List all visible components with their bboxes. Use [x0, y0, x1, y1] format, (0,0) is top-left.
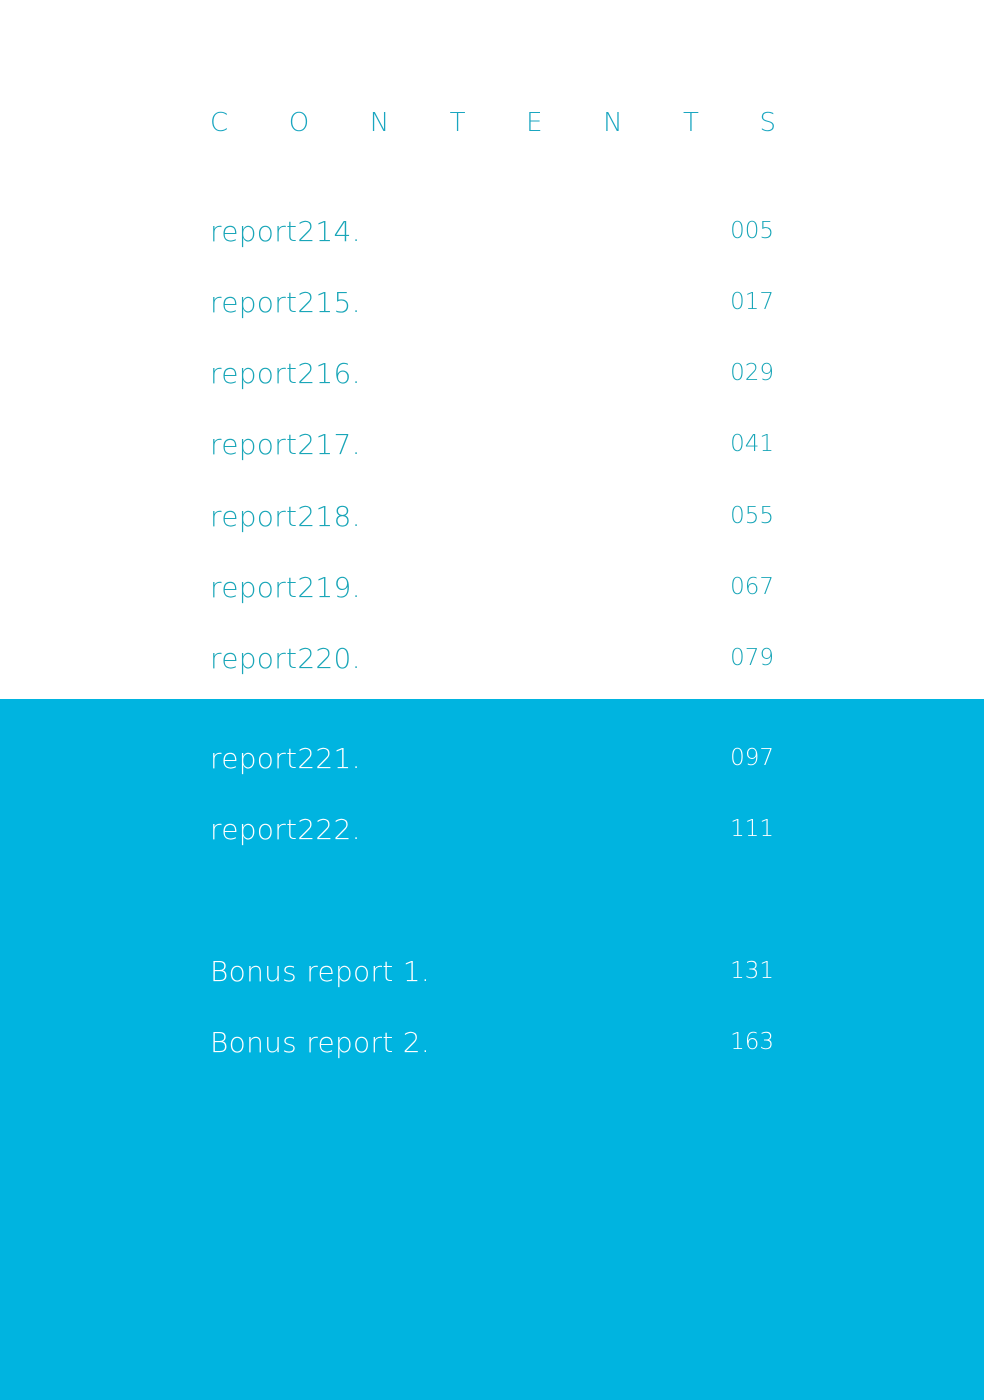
title-letter: N: [369, 108, 390, 138]
toc-entry[interactable]: Bonus report 2. 163: [210, 1022, 774, 1062]
toc-page-number: 163: [730, 1029, 774, 1055]
toc-entry[interactable]: report215. 017: [210, 282, 774, 322]
toc-entry[interactable]: report218. 055: [210, 496, 774, 536]
title-letter: T: [449, 108, 466, 138]
toc-entry-title: report221.: [210, 741, 361, 775]
title-letter: S: [759, 108, 776, 138]
toc-entry-title: report214.: [210, 214, 361, 248]
toc-page-number: 097: [730, 745, 774, 771]
toc-entry-title: report222.: [210, 812, 361, 846]
toc-entry-title: Bonus report 1.: [210, 954, 431, 988]
toc-entry-title: report215.: [210, 285, 361, 319]
title-letter: N: [603, 108, 623, 138]
toc-entry[interactable]: report216. 029: [210, 353, 774, 393]
toc-page-number: 067: [730, 574, 774, 600]
toc-entry-title: Bonus report 2.: [210, 1025, 431, 1059]
toc-entry-title: report220.: [210, 641, 361, 675]
toc-entry-title: report217.: [210, 427, 361, 461]
toc-page-number: 017: [730, 289, 774, 315]
toc-page-number: 029: [730, 360, 774, 386]
title-letter: E: [526, 108, 543, 138]
toc-page-number: 111: [730, 816, 774, 842]
toc-page-number: 005: [730, 218, 774, 244]
toc-entry[interactable]: report219. 067: [210, 567, 774, 607]
toc-page-number: 055: [730, 503, 774, 529]
toc-entry[interactable]: report221. 097: [210, 738, 774, 778]
toc-entry[interactable]: Bonus report 1. 131: [210, 951, 774, 991]
toc-page-number: 079: [730, 645, 774, 671]
toc-entry-title: report216.: [210, 356, 361, 390]
toc-page-number: 131: [730, 958, 774, 984]
toc-entry[interactable]: report222. 111: [210, 809, 774, 849]
toc-entry[interactable]: report220. 079: [210, 638, 774, 678]
toc-entry-title: report219.: [210, 570, 361, 604]
toc-page-number: 041: [730, 431, 774, 457]
blue-band-background: [0, 699, 984, 1400]
title-letter: O: [288, 108, 310, 138]
title-letter: T: [683, 108, 699, 138]
title-letter: C: [210, 108, 229, 138]
toc-entry[interactable]: report217. 041: [210, 424, 774, 464]
toc-entry[interactable]: report214. 005: [210, 211, 774, 251]
toc-entry-title: report218.: [210, 499, 361, 533]
